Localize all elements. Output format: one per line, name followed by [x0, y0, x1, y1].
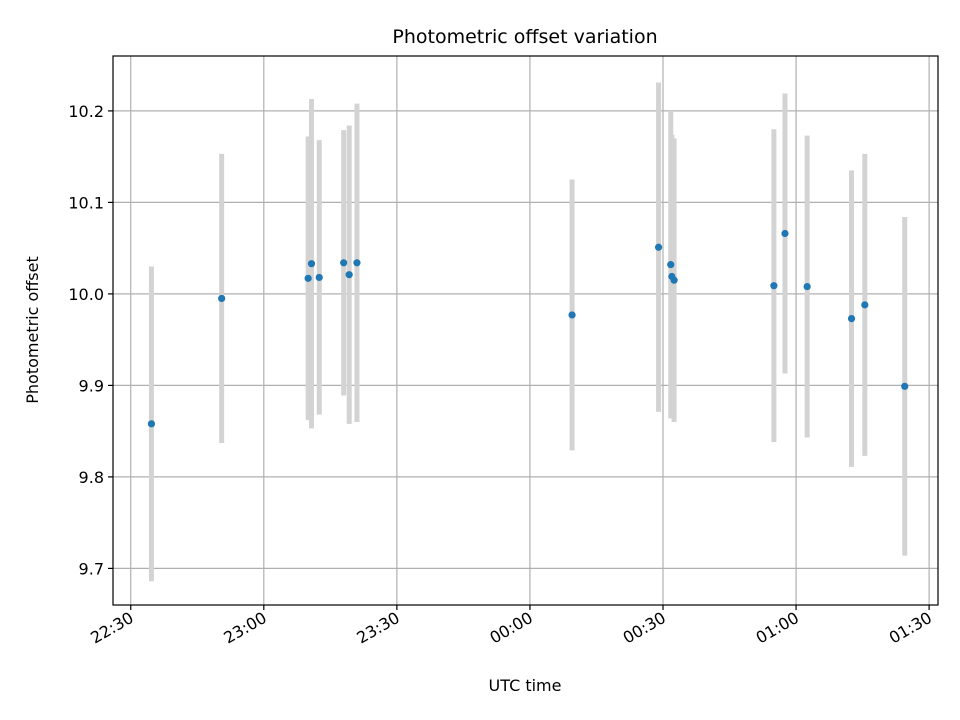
data-point [670, 276, 678, 284]
data-point [353, 259, 361, 267]
x-tick-label: 23:30 [353, 608, 402, 648]
data-point [847, 315, 856, 323]
data-point [901, 382, 909, 390]
data-points [147, 229, 909, 428]
chart-title: Photometric offset variation [392, 26, 657, 48]
x-tick-label: 00:00 [487, 608, 536, 648]
x-tick-label: 01:30 [886, 608, 935, 648]
data-point [315, 273, 323, 282]
data-point [340, 259, 348, 267]
y-axis-label: Photometric offset [23, 256, 42, 404]
data-point [345, 271, 353, 279]
data-point [568, 311, 576, 319]
data-point [667, 261, 675, 269]
data-point [803, 282, 811, 291]
data-point [861, 301, 869, 309]
plot-area-frame [112, 55, 939, 606]
grid-layer [113, 56, 938, 605]
data-point [307, 260, 316, 268]
data-point [781, 229, 789, 238]
y-tick-label: 9.9 [79, 376, 104, 395]
x-tick-label: 00:30 [620, 608, 669, 648]
x-tick-label: 22:30 [87, 608, 136, 648]
data-point [147, 420, 156, 428]
y-axis-ticks: 9.7 9.8 9.9 10.0 10.1 10.2 [68, 102, 113, 578]
data-point [654, 243, 663, 251]
data-point [770, 282, 778, 290]
x-axis-label: UTC time [489, 676, 562, 695]
y-tick-label: 10.2 [68, 102, 104, 121]
x-tick-label: 23:00 [220, 608, 269, 648]
y-tick-label: 9.7 [79, 559, 104, 578]
x-tick-label: 01:00 [753, 608, 802, 648]
y-tick-label: 10.0 [68, 285, 104, 304]
y-tick-label: 9.8 [79, 468, 104, 487]
x-axis-ticks: 22:30 23:00 23:30 00:00 00:30 01:00 01:30 [87, 605, 935, 648]
data-point [304, 274, 312, 282]
y-tick-label: 10.1 [68, 193, 104, 212]
data-point [218, 294, 226, 303]
error-bars [148, 82, 908, 582]
